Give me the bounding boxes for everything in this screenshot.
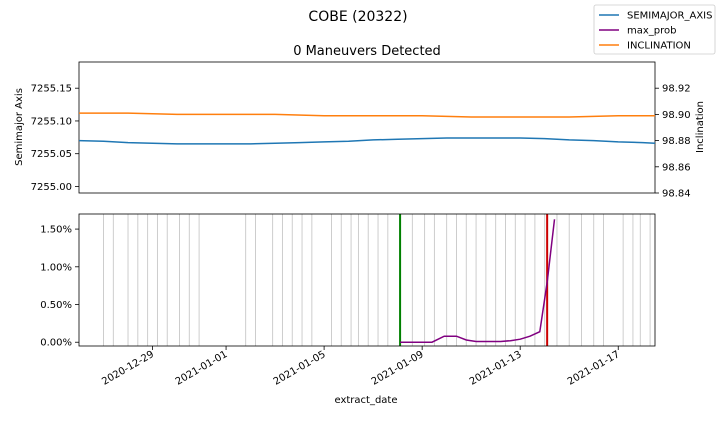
- y-tick-label: 1.50%: [40, 225, 72, 236]
- bottom-x-ticks: 2020-12-29 2021-01-01 2021-01-05 2021-01-09…: [100, 346, 622, 388]
- legend-items: SEMIMAJOR_AXIS max_prob INCLINATION: [599, 11, 712, 52]
- bottom-y-ticks: 0.00% 0.50% 1.00% 1.50%: [40, 225, 79, 349]
- x-tick-label: 2021-01-05: [272, 349, 328, 388]
- y-tick-label: 7255.05: [31, 149, 72, 160]
- bottom-x-axis-label: extract_date: [334, 395, 397, 406]
- figure-title: COBE (20322): [308, 9, 407, 25]
- legend-label: INCLINATION: [627, 41, 691, 52]
- top-y-axis-label: Semimajor Axis: [14, 88, 25, 166]
- y2-tick-label: 98.90: [662, 110, 691, 121]
- y2-tick-label: 98.92: [662, 84, 691, 95]
- y-tick-label: 1.00%: [40, 262, 72, 273]
- top-axes-frame: [78, 61, 656, 194]
- top-y2-ticks: 98.84 98.86 98.88 98.90 98.92: [655, 84, 691, 200]
- y-tick-label: 7255.10: [31, 116, 72, 127]
- x-tick-label: 2021-01-09: [370, 349, 426, 388]
- x-tick-label: 2021-01-17: [566, 349, 622, 388]
- legend-label: SEMIMAJOR_AXIS: [627, 11, 712, 22]
- y-tick-label: 0.50%: [40, 300, 72, 311]
- y-tick-label: 7255.00: [31, 182, 72, 193]
- semimajor-axis-line: [78, 137, 656, 145]
- top-axes-title: 0 Maneuvers Detected: [293, 44, 441, 59]
- inclination-line: [79, 112, 655, 118]
- bottom-series: [400, 219, 556, 343]
- y-tick-label: 7255.15: [31, 84, 72, 95]
- x-tick-label: 2021-01-01: [174, 349, 230, 388]
- top-y2-axis-label: Inclination: [695, 101, 706, 153]
- legend-box: [593, 4, 716, 55]
- bottom-axes-frame: [78, 213, 656, 347]
- observation-lines: [103, 214, 651, 346]
- bottom-axes: 0.00% 0.50% 1.00% 1.50% 2020-12-29 2021-01-0…: [40, 213, 656, 406]
- x-tick-label: 2020-12-29: [100, 349, 156, 388]
- y-tick-label: 0.00%: [40, 338, 72, 349]
- top-series: [78, 112, 656, 145]
- y2-tick-label: 98.86: [662, 162, 691, 173]
- max-prob-line: [400, 219, 556, 343]
- top-y-ticks: 7255.00 7255.05 7255.10 7255.15: [31, 84, 79, 193]
- legend: SEMIMAJOR_AXIS max_prob INCLINATION: [593, 4, 716, 55]
- legend-label: max_prob: [627, 26, 677, 37]
- y2-tick-label: 98.88: [662, 136, 691, 147]
- y2-tick-label: 98.84: [662, 189, 691, 200]
- x-tick-label: 2021-01-13: [468, 349, 524, 388]
- top-axes: 0 Maneuvers Detected 7255.007255.057255.…: [14, 44, 706, 200]
